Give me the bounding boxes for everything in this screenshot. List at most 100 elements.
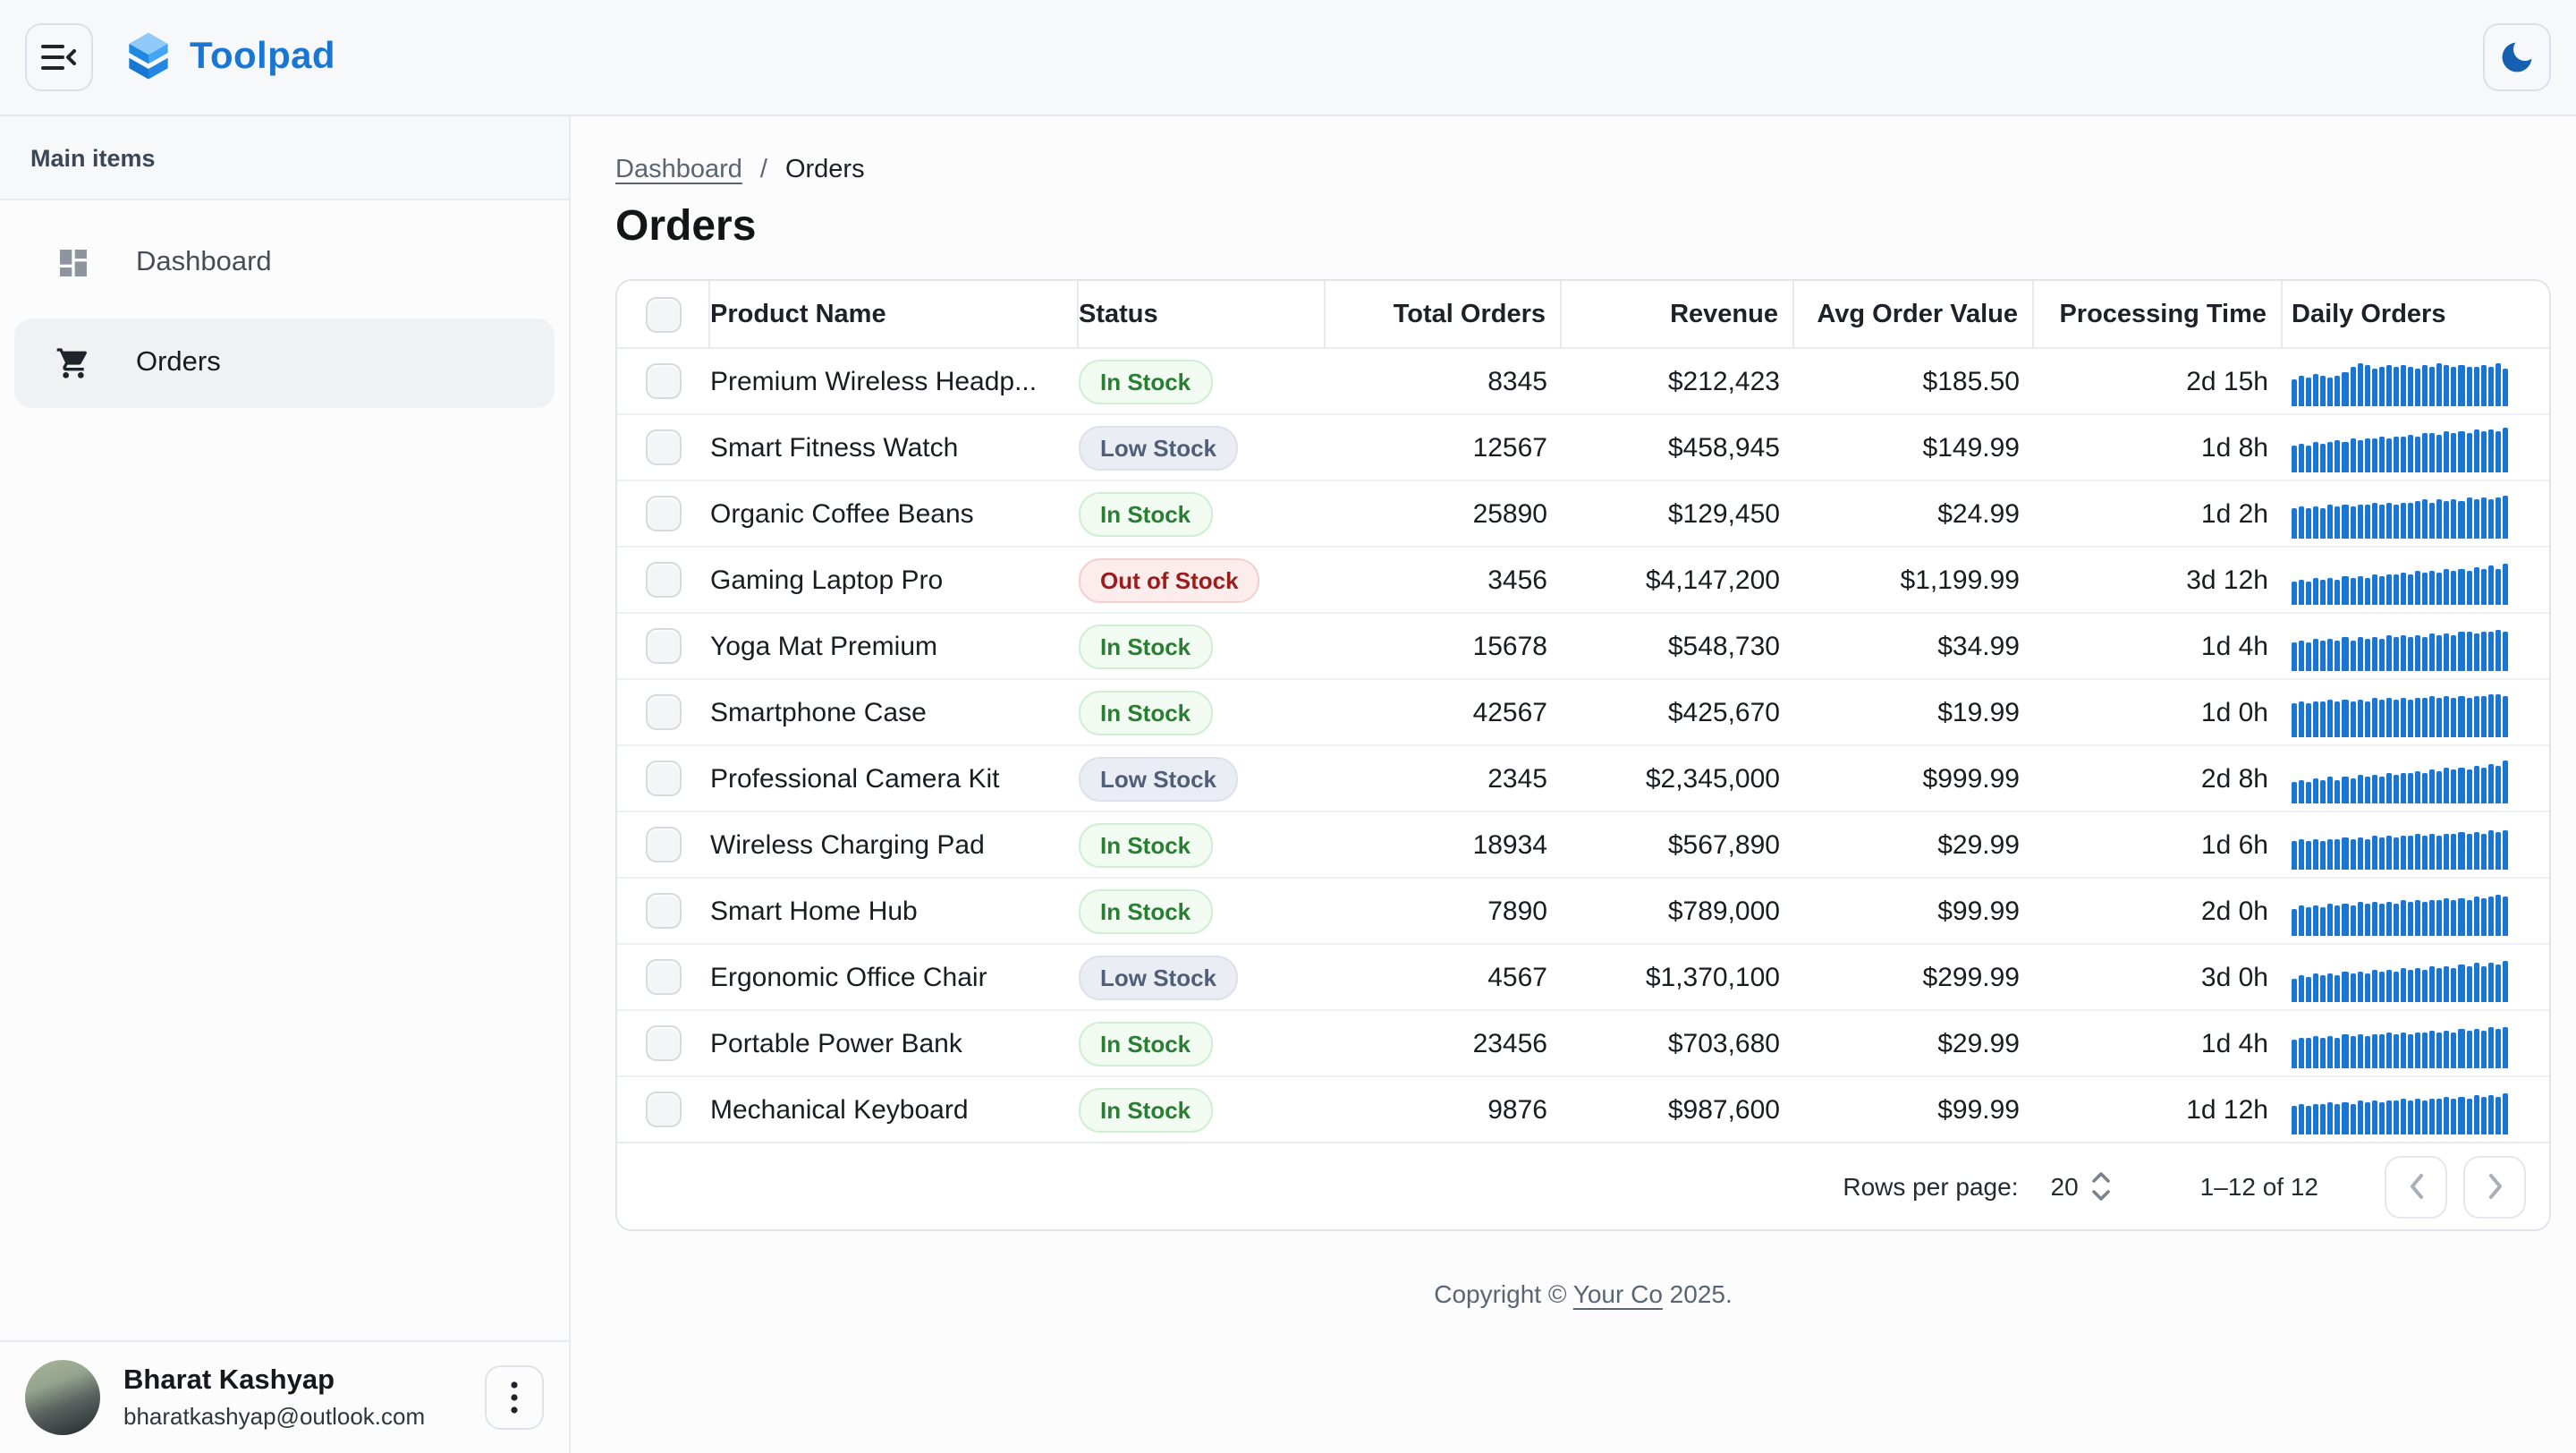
row-checkbox[interactable] xyxy=(646,429,682,465)
spark-bar xyxy=(2334,1104,2341,1134)
row-checkbox[interactable] xyxy=(646,562,682,598)
table-row[interactable]: Wireless Charging Pad In Stock 18934 $56… xyxy=(617,812,2549,879)
spark-bar xyxy=(2292,703,2298,736)
table-row[interactable]: Portable Power Bank In Stock 23456 $703,… xyxy=(617,1011,2549,1077)
spark-bar xyxy=(2306,642,2312,670)
sidebar-collapse-button[interactable] xyxy=(25,23,93,91)
toolpad-logo-icon xyxy=(125,30,172,84)
spark-bar xyxy=(2357,440,2363,472)
row-checkbox[interactable] xyxy=(646,363,682,399)
spark-bar xyxy=(2342,776,2348,803)
sidebar-item-dashboard[interactable]: Dashboard xyxy=(14,218,555,308)
spark-bar xyxy=(2320,641,2326,670)
row-checkbox[interactable] xyxy=(646,959,682,995)
spark-bar xyxy=(2350,438,2356,472)
spark-bar xyxy=(2364,365,2370,405)
spark-bar xyxy=(2415,368,2421,405)
spark-bar xyxy=(2444,365,2450,405)
company-link[interactable]: Your Co xyxy=(1572,1279,1663,1308)
spark-bar xyxy=(2422,499,2428,538)
spark-bar xyxy=(2495,895,2501,935)
user-menu-button[interactable] xyxy=(485,1365,544,1430)
spark-bar xyxy=(2473,1028,2479,1067)
revenue-cell: $789,000 xyxy=(1667,896,1780,926)
spark-bar xyxy=(2299,443,2305,472)
column-header-status[interactable]: Status xyxy=(1079,281,1326,347)
spark-bar xyxy=(2334,974,2341,1001)
spark-bar xyxy=(2306,702,2312,736)
spark-bar xyxy=(2451,571,2457,604)
spark-bar xyxy=(2313,373,2319,405)
spark-bar xyxy=(2408,366,2414,405)
spark-bar xyxy=(2480,696,2487,736)
column-header-processing-time[interactable]: Processing Time xyxy=(2034,281,2283,347)
spark-bar xyxy=(2327,441,2334,472)
row-checkbox[interactable] xyxy=(646,1092,682,1127)
rows-per-page-select[interactable]: 20 xyxy=(2050,1172,2079,1201)
column-header-daily-orders[interactable]: Daily Orders xyxy=(2292,300,2446,328)
row-checkbox[interactable] xyxy=(646,893,682,929)
spark-bar xyxy=(2292,841,2298,869)
spark-bar xyxy=(2487,632,2494,670)
spark-bar xyxy=(2495,568,2501,604)
sidebar-item-orders[interactable]: Orders xyxy=(14,319,555,408)
spark-bar xyxy=(2495,497,2501,538)
processing-time-cell: 3d 12h xyxy=(2186,565,2268,595)
status-badge: In Stock xyxy=(1079,359,1213,404)
spark-bar xyxy=(2502,829,2508,869)
product-name-cell: Smart Fitness Watch xyxy=(710,432,959,463)
revenue-cell: $703,680 xyxy=(1667,1028,1780,1058)
user-account-section: Bharat Kashyap bharatkashyap@outlook.com xyxy=(0,1340,569,1453)
spark-bar xyxy=(2487,498,2494,538)
row-checkbox[interactable] xyxy=(646,827,682,862)
table-row[interactable]: Mechanical Keyboard In Stock 9876 $987,6… xyxy=(617,1077,2549,1142)
spark-bar xyxy=(2299,839,2305,869)
spark-bar xyxy=(2495,693,2501,736)
table-row[interactable]: Professional Camera Kit Low Stock 2345 $… xyxy=(617,746,2549,812)
app-header: Toolpad xyxy=(0,0,2576,116)
spark-bar xyxy=(2429,366,2436,405)
table-row[interactable]: Gaming Laptop Pro Out of Stock 3456 $4,1… xyxy=(617,548,2549,614)
rows-per-page-stepper-icon[interactable] xyxy=(2091,1170,2111,1202)
main-content: Dashboard / Orders Orders Product Name S… xyxy=(571,116,2576,1453)
row-checkbox[interactable] xyxy=(646,496,682,531)
spark-bar xyxy=(2408,1033,2414,1067)
previous-page-button[interactable] xyxy=(2385,1155,2447,1218)
row-checkbox[interactable] xyxy=(646,1025,682,1061)
spark-bar xyxy=(2378,366,2385,405)
processing-time-cell: 1d 6h xyxy=(2200,829,2268,860)
spark-bar xyxy=(2487,1027,2494,1067)
next-page-button[interactable] xyxy=(2463,1155,2526,1218)
table-row[interactable]: Premium Wireless Headp... In Stock 8345 … xyxy=(617,349,2549,415)
spark-bar xyxy=(2393,367,2399,405)
column-header-avg-order-value[interactable]: Avg Order Value xyxy=(1794,281,2034,347)
table-row[interactable]: Ergonomic Office Chair Low Stock 4567 $1… xyxy=(617,945,2549,1011)
table-row[interactable]: Smart Home Hub In Stock 7890 $789,000 $9… xyxy=(617,879,2549,945)
spark-bar xyxy=(2357,902,2363,935)
theme-toggle-button[interactable] xyxy=(2483,23,2551,91)
row-checkbox[interactable] xyxy=(646,694,682,730)
total-orders-cell: 23456 xyxy=(1472,1028,1547,1058)
table-row[interactable]: Smartphone Case In Stock 42567 $425,670 … xyxy=(617,680,2549,746)
spark-bar xyxy=(2292,1106,2298,1134)
row-checkbox[interactable] xyxy=(646,760,682,796)
app-logo[interactable]: Toolpad xyxy=(125,30,335,84)
spark-bar xyxy=(2393,436,2399,472)
table-row[interactable]: Organic Coffee Beans In Stock 25890 $129… xyxy=(617,481,2549,548)
spark-bar xyxy=(2495,964,2501,1001)
spark-bar xyxy=(2393,837,2399,869)
spark-bar xyxy=(2393,775,2399,803)
row-checkbox[interactable] xyxy=(646,628,682,664)
table-row[interactable]: Yoga Mat Premium In Stock 15678 $548,730… xyxy=(617,614,2549,680)
column-header-revenue[interactable]: Revenue xyxy=(1562,281,1794,347)
user-avatar[interactable] xyxy=(25,1360,100,1435)
breadcrumb-dashboard-link[interactable]: Dashboard xyxy=(615,156,742,184)
column-header-product-name[interactable]: Product Name xyxy=(710,281,1079,347)
select-all-checkbox[interactable] xyxy=(646,296,682,332)
spark-bar xyxy=(2342,903,2348,935)
spark-bar xyxy=(2327,838,2334,869)
column-header-total-orders[interactable]: Total Orders xyxy=(1326,281,1562,347)
table-row[interactable]: Smart Fitness Watch Low Stock 12567 $458… xyxy=(617,415,2549,481)
user-name: Bharat Kashyap xyxy=(123,1365,335,1396)
spark-bar xyxy=(2415,770,2421,803)
